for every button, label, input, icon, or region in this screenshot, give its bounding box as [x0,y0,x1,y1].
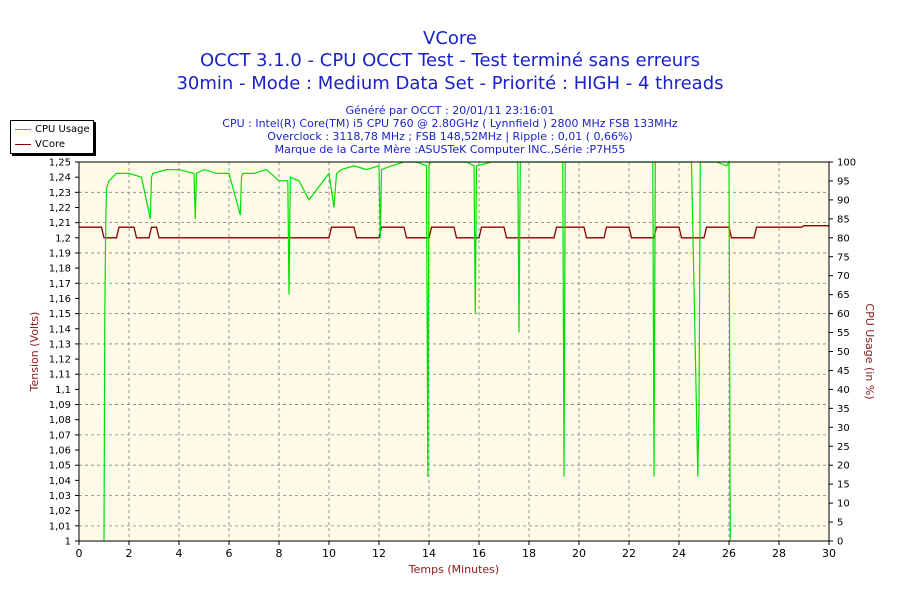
legend-label-cpu-usage: CPU Usage [35,123,90,135]
y-tick-label: 1,07 [49,430,71,441]
legend-item-cpu-usage: CPU Usage [15,123,90,135]
x-tick-label: 2 [126,547,133,560]
chart-subtitle-1: OCCT 3.1.0 - CPU OCCT Test - Test termin… [200,50,700,71]
plot-frame [78,161,830,542]
y-tick-label: 1,25 [49,158,71,169]
x-tick-label: 12 [372,547,386,560]
x-axis-label: Temps (Minutes) [408,563,499,576]
y-tick-label: 1,12 [49,355,71,366]
y-tick-label: 1,06 [49,446,71,457]
chart-title: VCore [423,28,477,49]
y-tick-label: 1,02 [49,506,71,517]
y-tick-label: 1,01 [49,521,71,532]
y-tick-label: 1,17 [49,279,71,290]
y2-tick-label: 30 [837,423,850,434]
x-tick-label: 28 [772,547,786,560]
y2-tick-label: 15 [837,480,850,491]
series-line-vcore [79,225,829,239]
info-motherboard: Marque de la Carte Mère :ASUSTeK Compute… [274,143,626,156]
x-tick-label: 22 [622,547,636,560]
info-cpu: CPU : Intel(R) Core(TM) i5 CPU 760 @ 2.8… [222,117,678,130]
x-tick-label: 16 [472,547,486,560]
y2-tick-label: 65 [837,290,850,301]
y-axis-label: Tension (Volts) [28,312,41,393]
y2-tick-label: 5 [837,518,843,529]
legend: CPU Usage VCore [10,120,94,154]
x-tick-label: 18 [522,547,536,560]
x-tick-label: 8 [276,547,283,560]
y-tick-label: 1,03 [49,491,71,502]
y-tick-label: 1,05 [49,461,71,472]
y-tick-label: 1,24 [49,173,71,184]
y2-tick-label: 60 [837,309,850,320]
y-tick-label: 1,21 [49,218,71,229]
x-tick-label: 20 [572,547,586,560]
y2-tick-label: 100 [837,158,856,169]
y2-tick-label: 20 [837,461,850,472]
info-generated: Généré par OCCT : 20/01/11 23:16:01 [345,104,555,117]
x-tick-label: 10 [322,547,336,560]
y-tick-label: 1,14 [49,324,71,335]
y-tick-label: 1 [65,537,71,548]
legend-swatch-vcore [15,143,31,145]
y-tick-label: 1,22 [49,203,71,214]
x-tick-label: 30 [822,547,836,560]
x-tick-label: 6 [226,547,233,560]
y-tick-label: 1,04 [49,476,71,487]
y2-tick-label: 80 [837,233,850,244]
legend-label-vcore: VCore [35,138,65,150]
y-tick-label: 1,1 [55,385,71,396]
legend-swatch-cpu-usage [15,128,31,130]
chart-subtitle-2: 30min - Mode : Medium Data Set - Priorit… [176,73,724,94]
y2-tick-label: 95 [837,176,850,187]
y-tick-label: 1,11 [49,370,71,381]
x-tick-label: 14 [422,547,436,560]
x-tick-label: 0 [76,547,83,560]
y2-tick-label: 25 [837,442,850,453]
plot-area [79,162,829,541]
y-tick-label: 1,16 [49,294,71,305]
info-overclock: Overclock : 3118,78 MHz ; FSB 148,52MHz … [267,130,633,143]
y-tick-label: 1,15 [49,309,71,320]
y2-tick-label: 50 [837,347,850,358]
y-tick-label: 1,2 [55,233,71,244]
y-tick-label: 1,19 [49,248,71,259]
y2-tick-label: 40 [837,385,850,396]
y2-tick-label: 55 [837,328,850,339]
y-tick-label: 1,09 [49,400,71,411]
y2-tick-label: 75 [837,252,850,263]
y2-axis-label: CPU Usage (in %) [863,303,876,399]
y2-tick-label: 0 [837,537,843,548]
y2-tick-label: 10 [837,499,850,510]
y2-tick-label: 90 [837,195,850,206]
y2-tick-label: 45 [837,366,850,377]
x-tick-label: 4 [176,547,183,560]
y2-tick-label: 35 [837,404,850,415]
y2-tick-label: 85 [837,214,850,225]
y2-tick-label: 70 [837,271,850,282]
y-tick-label: 1,08 [49,415,71,426]
y-tick-label: 1,13 [49,339,71,350]
x-tick-label: 26 [722,547,736,560]
y-tick-label: 1,18 [49,264,71,275]
x-tick-label: 24 [672,547,686,560]
y-tick-label: 1,23 [49,188,71,199]
legend-item-vcore: VCore [15,138,65,150]
